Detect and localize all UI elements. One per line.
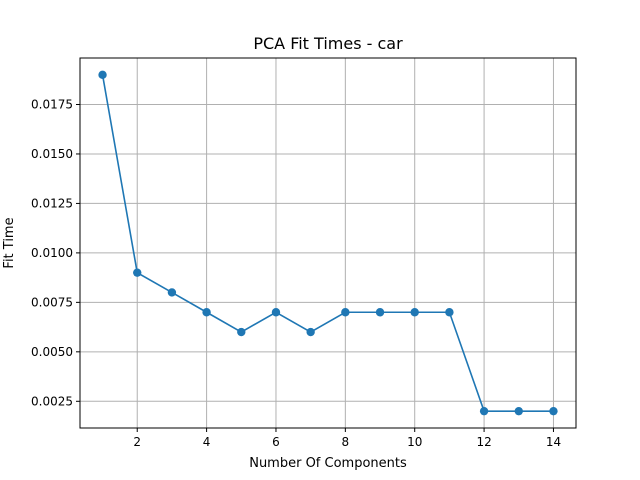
y-tick-label: 0.0025 [31,394,73,408]
x-tick-label: 8 [342,435,350,449]
data-point [271,308,281,317]
x-tick-label: 6 [272,435,280,449]
chart-title: PCA Fit Times - car [253,34,403,53]
plot-frame [79,57,577,429]
data-point [167,288,177,297]
x-axis-label: Number Of Components [249,456,407,471]
data-point [375,308,385,317]
data-point [549,406,558,416]
series-line [101,74,554,412]
data-point [237,327,246,337]
data-point [445,308,454,317]
data-point [410,308,419,317]
data-point [98,70,107,80]
y-tick-label: 0.0150 [31,147,73,161]
grid-layer [80,58,576,428]
tick-layer: 2 4 6 8 10 12 14 0.0025 0.0050 0.0075 0.0100 0.0125… [31,97,561,449]
x-tick-label: 14 [546,435,561,449]
data-point [479,406,489,416]
data-point [514,406,523,416]
x-tick-label: 12 [476,435,491,449]
x-tick-label: 2 [133,435,141,449]
series-layer [98,70,558,416]
y-tick-label: 0.0175 [31,97,73,111]
data-point [133,268,142,277]
data-point [341,308,350,317]
y-tick-label: 0.0125 [31,196,73,210]
y-axis-label: Fit Time [2,217,17,268]
y-tick-label: 0.0050 [31,345,73,359]
data-point [306,327,315,337]
data-point [202,308,211,317]
y-tick-label: 0.0100 [31,246,73,260]
y-tick-label: 0.0075 [31,295,73,309]
x-tick-label: 4 [203,435,211,449]
x-tick-label: 10 [407,435,422,449]
